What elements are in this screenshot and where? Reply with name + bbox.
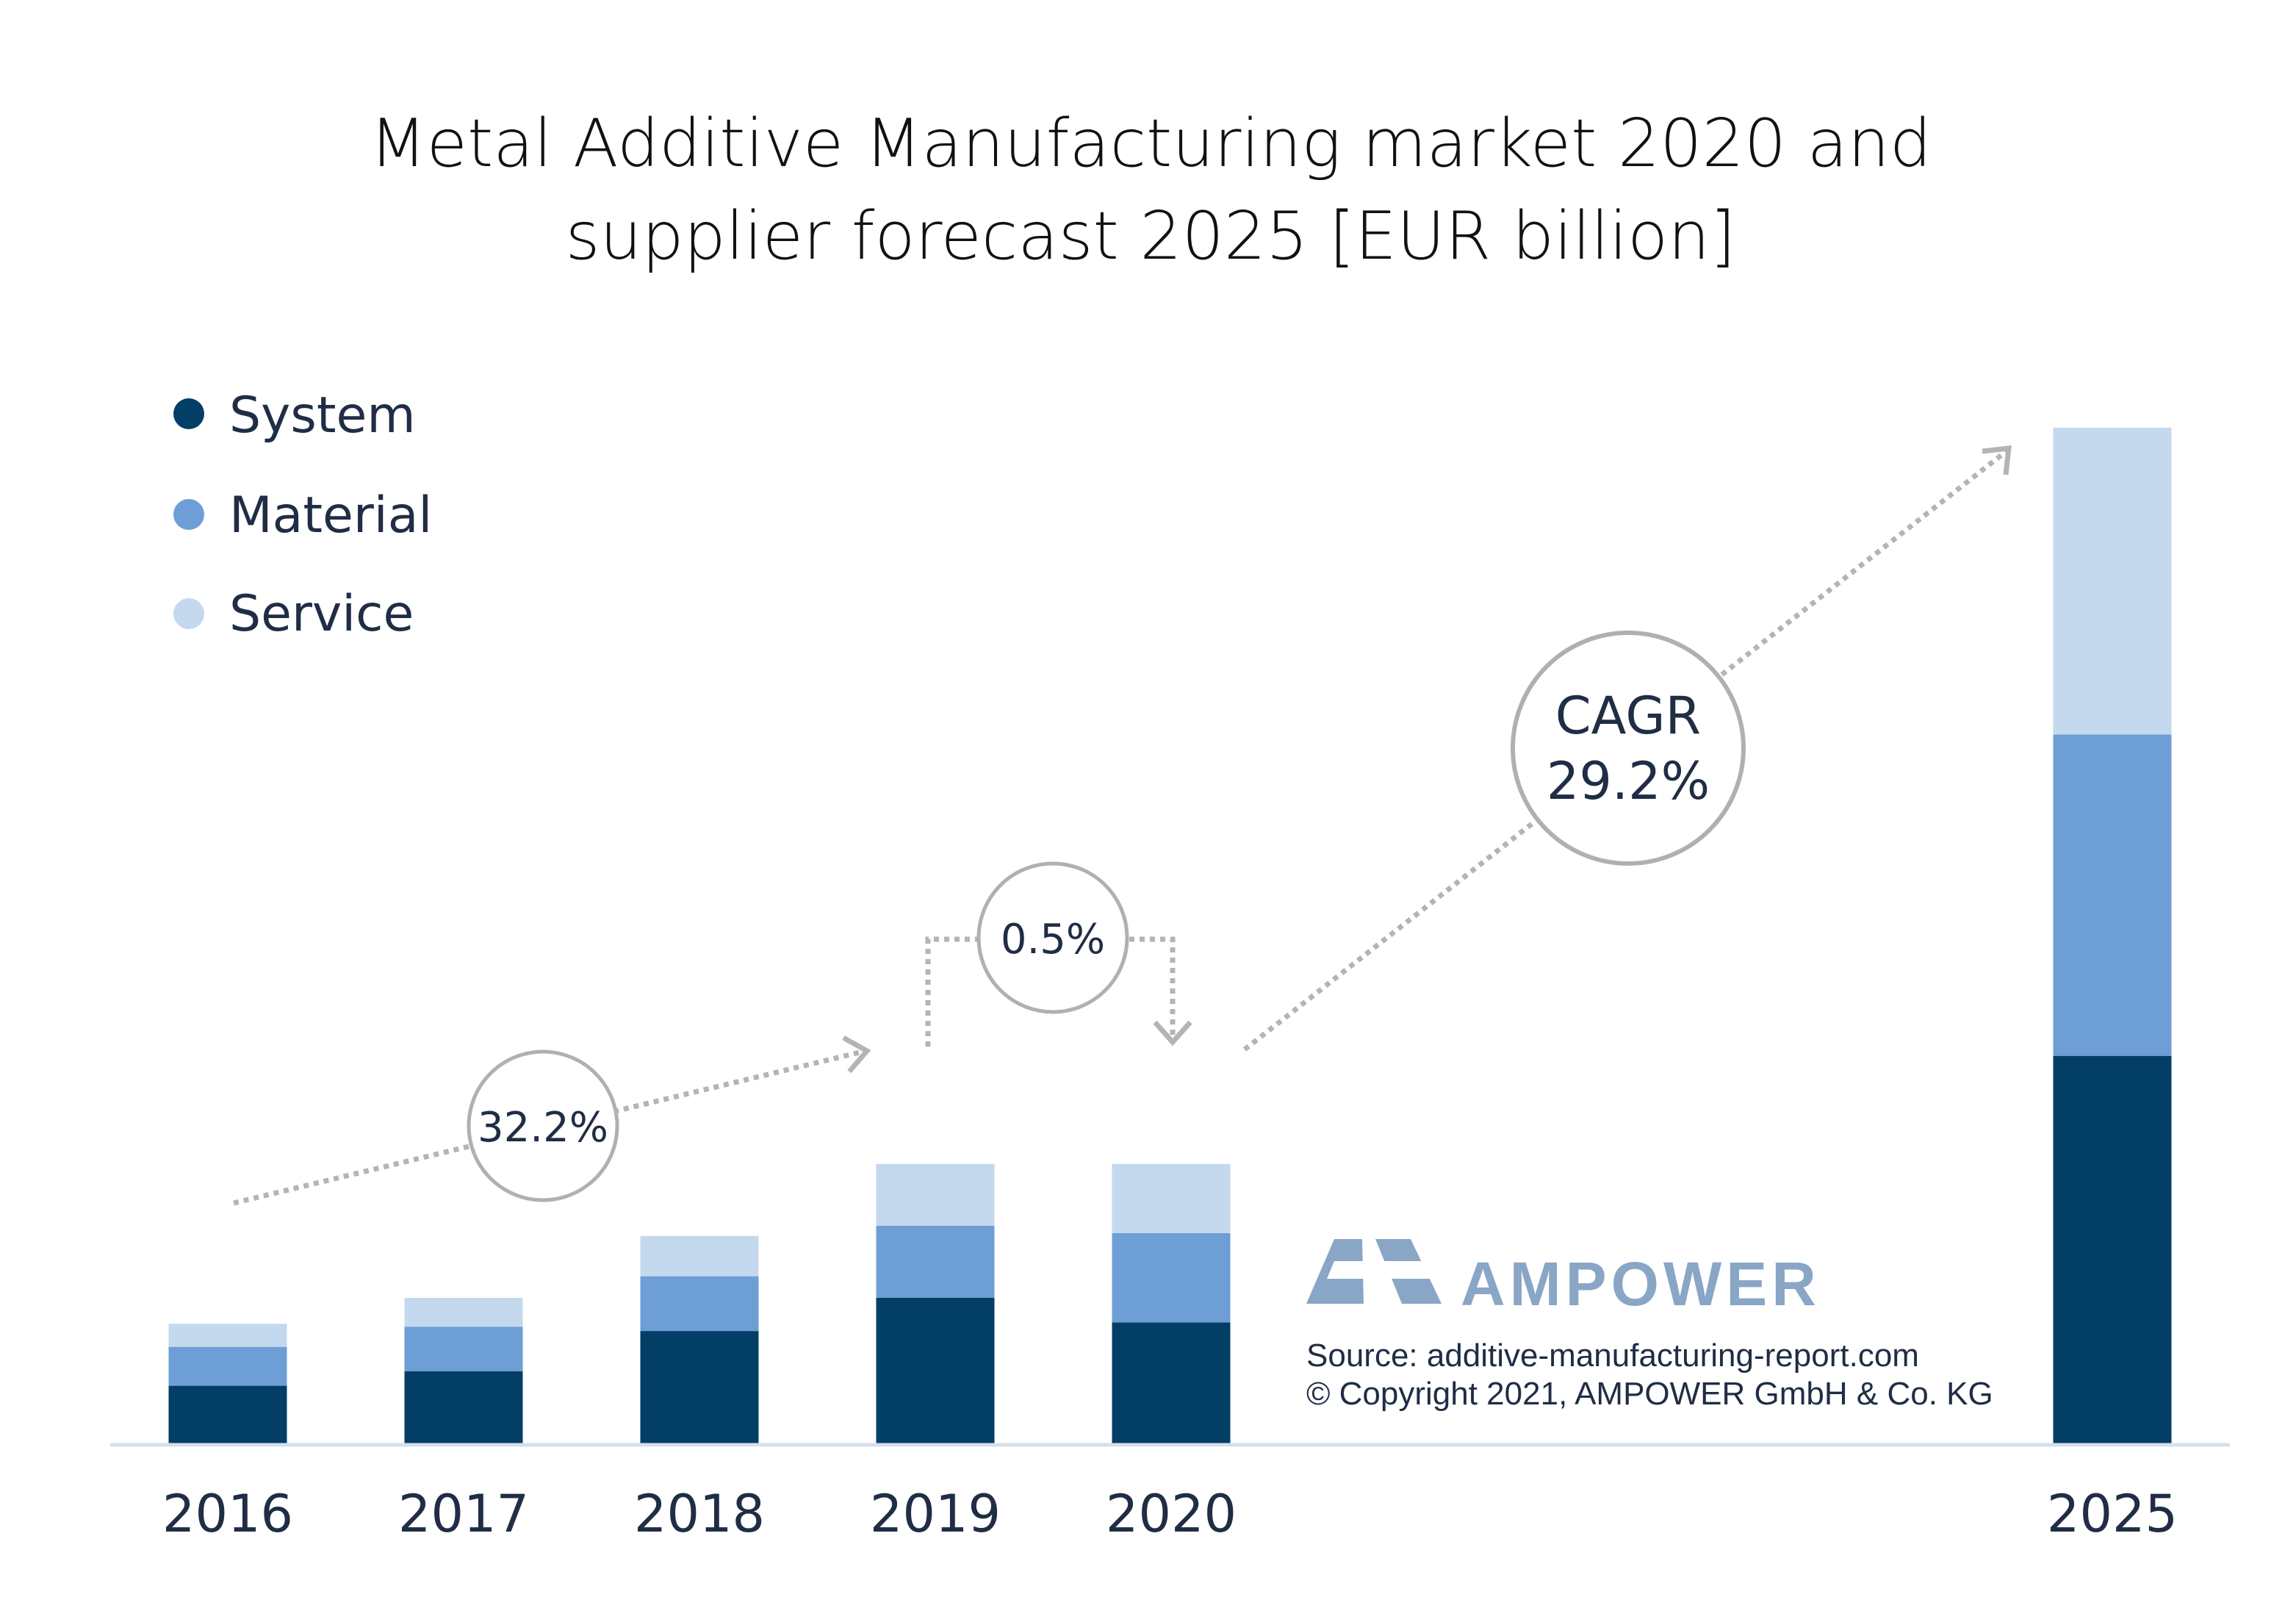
arrowhead-2016-2019 — [842, 1035, 871, 1074]
arrowhead-2019-2020 — [1153, 1020, 1192, 1047]
bar-service-2018 — [640, 1235, 759, 1277]
bar-system-2019 — [876, 1298, 995, 1443]
bar-system-2017 — [404, 1371, 523, 1443]
bar-service-2017 — [404, 1298, 523, 1327]
annotation-value-0-5: 0.5% — [1001, 916, 1105, 963]
legend-label-system: System — [229, 387, 416, 445]
ampower-triangle-logo-icon — [1306, 1239, 1444, 1304]
bar-material-2025 — [2053, 734, 2172, 1056]
bar-service-2025 — [2053, 428, 2172, 735]
chart-title-line-1: Metal Additive Manufacturing market 2020… — [370, 105, 1932, 182]
legend-marker-system — [173, 398, 204, 429]
annotation-32-2: 32.2% — [467, 1049, 619, 1202]
legend-label-service: Service — [229, 585, 414, 643]
legend-marker-service — [173, 598, 204, 629]
bar-system-2020 — [1112, 1322, 1231, 1443]
annotation-0-5: 0.5% — [976, 861, 1129, 1014]
x-tick-labels: 2016 2017 2018 2019 2020 2025 — [162, 1484, 2178, 1544]
bar-service-2019 — [876, 1163, 995, 1226]
annotation-cagr: CAGR 29.2% — [1511, 631, 1746, 866]
arrowhead-2020-2025 — [1982, 445, 2012, 475]
x-tick-label-2025: 2025 — [2047, 1484, 2178, 1544]
x-tick-label-2018: 2018 — [634, 1484, 765, 1544]
annotation-circle — [1511, 631, 1746, 866]
bar-material-2017 — [404, 1327, 523, 1371]
annotation-value-32-2: 32.2% — [478, 1104, 608, 1152]
x-tick-label-2016: 2016 — [162, 1484, 293, 1544]
x-tick-label-2020: 2020 — [1106, 1484, 1237, 1544]
ampower-logo: AMPOWER — [1306, 1239, 1821, 1318]
bar-material-2019 — [876, 1225, 995, 1299]
bar-group — [168, 428, 2172, 1443]
bar-system-2025 — [2053, 1055, 2172, 1443]
x-tick-label-2019: 2019 — [870, 1484, 1001, 1544]
bar-service-2020 — [1112, 1163, 1231, 1233]
annotation-value-cagr: 29.2% — [1547, 751, 1710, 811]
copyright-line: © Copyright 2021, AMPOWER GmbH & Co. KG — [1306, 1376, 1993, 1412]
source-line: Source: additive-manufacturing-report.co… — [1306, 1338, 1919, 1374]
legend-label-material: Material — [229, 487, 432, 545]
x-tick-label-2017: 2017 — [398, 1484, 529, 1544]
legend-marker-material — [173, 499, 204, 530]
bar-system-2018 — [640, 1331, 759, 1443]
logo-wordmark: AMPOWER — [1461, 1249, 1821, 1318]
chart-title-line-2: supplier forecast 2025 [EUR billion] — [566, 198, 1736, 275]
bar-material-2020 — [1112, 1232, 1231, 1323]
bar-material-2018 — [640, 1276, 759, 1332]
bar-service-2016 — [168, 1324, 287, 1347]
bar-material-2016 — [168, 1346, 287, 1386]
annotation-circle — [467, 1049, 619, 1202]
annotation-circle — [976, 861, 1129, 1014]
bar-system-2016 — [168, 1385, 287, 1443]
legend: System Material Service — [173, 387, 432, 643]
annotation-label-cagr: CAGR — [1555, 686, 1701, 746]
